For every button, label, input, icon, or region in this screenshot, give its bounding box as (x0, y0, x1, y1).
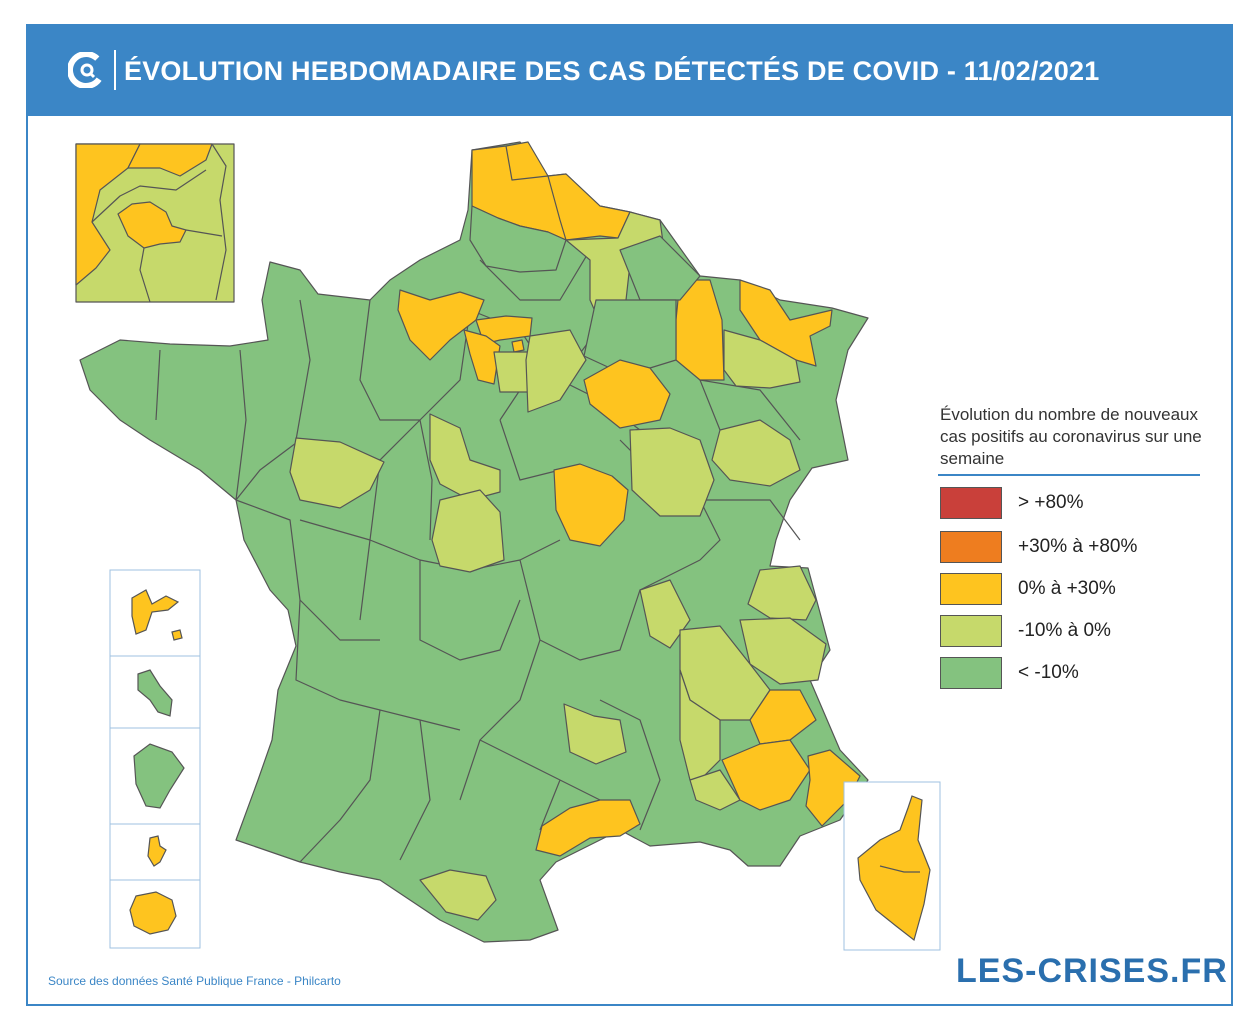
legend-item-minus10-0: -10% à 0% (940, 614, 1111, 648)
dept-vaucluse (689, 769, 741, 811)
dept-sarthe (289, 437, 385, 509)
header-separator (114, 50, 116, 90)
page-title: ÉVOLUTION HEBDOMADAIRE DES CAS DÉTECTÉS … (124, 56, 1100, 86)
source-note: Source des données Santé Publique France… (48, 974, 341, 988)
dept-seine-marne (525, 329, 587, 413)
dept-drome (679, 669, 721, 781)
legend-label: > +80% (1018, 492, 1084, 513)
dept-nievre (553, 463, 629, 547)
dept-cher (431, 489, 505, 573)
legend-title: Évolution du nombre de nouveaux cas posi… (940, 405, 1202, 468)
dept-paris (511, 339, 525, 353)
legend-divider (938, 474, 1200, 476)
dept-yvelines (463, 329, 501, 385)
legend-item-0-30: 0% à +30% (940, 572, 1116, 606)
dept-ardennes (619, 235, 701, 301)
dept-guadeloupe (131, 589, 180, 635)
dept-line-nord (505, 145, 567, 241)
dept-meurthe (723, 329, 801, 389)
legend-swatch (940, 487, 1002, 519)
dept-somme (469, 205, 567, 273)
dept-corse (857, 795, 931, 942)
brand-logo[interactable]: LES-CRISES.FR (956, 952, 1228, 990)
dept-aube (583, 359, 671, 429)
dept-haute-savoie (747, 565, 817, 621)
legend-swatch (940, 531, 1002, 563)
dept-haute-saone (711, 419, 801, 487)
dept-eure (397, 289, 485, 361)
dept-cantal (563, 703, 627, 765)
dept-ariege (419, 869, 497, 921)
dept-marne (583, 299, 677, 369)
legend-label: -10% à 0% (1018, 620, 1111, 641)
legend-item-30-80: +30% à +80% (940, 530, 1137, 564)
dept-alpes-hp (721, 739, 811, 811)
dept-martinique (137, 669, 173, 717)
legend-label: 0% à +30% (1018, 578, 1116, 599)
dept-eure-loir (429, 413, 501, 501)
dept-mayotte (147, 835, 167, 867)
legend-swatch (940, 615, 1002, 647)
dept-reunion (129, 891, 177, 935)
dept-guadeloupe-island (171, 629, 183, 641)
les-crises-logo-icon (68, 52, 104, 88)
guadeloupe-inset-box (109, 569, 201, 657)
dept-corse-split (879, 865, 920, 873)
legend-label: +30% à +80% (1018, 536, 1138, 557)
legend-swatch (940, 657, 1002, 689)
dept-cote-or (629, 427, 715, 517)
dept-herault (535, 799, 641, 857)
dept-alpes-maritimes (805, 749, 861, 827)
legend-swatch (940, 573, 1002, 605)
legend-item-gt80: > +80% (940, 486, 1084, 520)
legend-label: < -10% (1018, 662, 1079, 683)
dept-moselle (739, 279, 833, 367)
legend-item-lt-minus10: < -10% (940, 656, 1079, 690)
header-bar (26, 24, 1233, 116)
paris-inset-inner-lines (91, 143, 227, 303)
dept-essonne (493, 351, 531, 393)
dept-guyane (133, 743, 185, 809)
